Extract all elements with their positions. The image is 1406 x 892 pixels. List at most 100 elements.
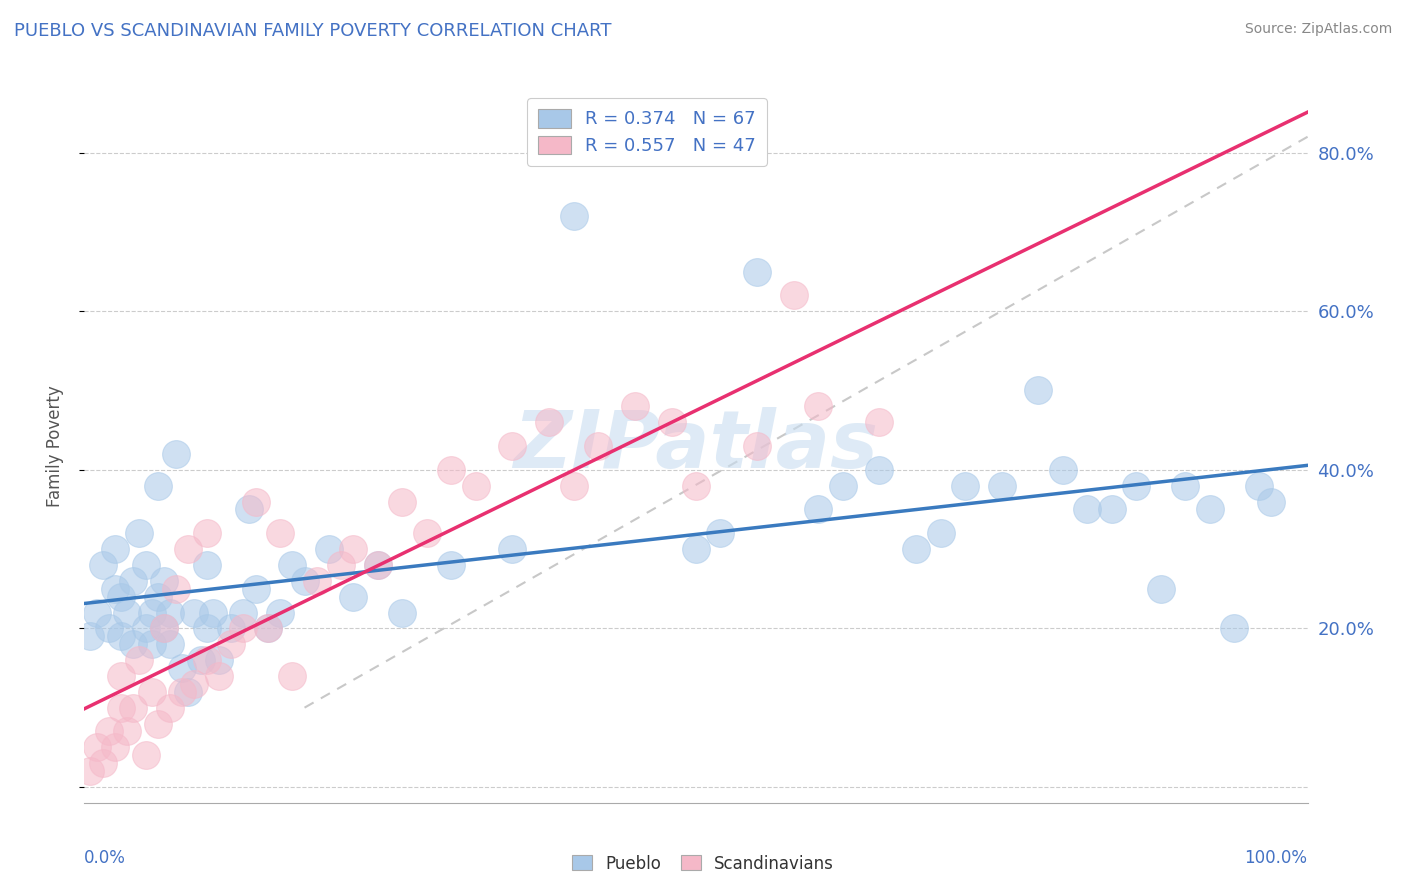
- Point: [195, 621, 218, 635]
- Point: [305, 574, 328, 588]
- Point: [172, 685, 194, 699]
- Point: [562, 478, 585, 492]
- Text: Source: ZipAtlas.com: Source: ZipAtlas.com: [1244, 22, 1392, 37]
- Point: [159, 700, 181, 714]
- Point: [195, 653, 218, 667]
- Point: [104, 542, 127, 557]
- Point: [183, 677, 205, 691]
- Point: [153, 621, 176, 635]
- Point: [929, 526, 952, 541]
- Point: [201, 606, 224, 620]
- Text: 0.0%: 0.0%: [84, 849, 127, 867]
- Point: [159, 606, 181, 620]
- Point: [219, 637, 242, 651]
- Point: [440, 463, 463, 477]
- Point: [257, 621, 280, 635]
- Point: [502, 439, 524, 453]
- Point: [502, 542, 524, 557]
- Point: [991, 478, 1014, 492]
- Text: PUEBLO VS SCANDINAVIAN FAMILY POVERTY CORRELATION CHART: PUEBLO VS SCANDINAVIAN FAMILY POVERTY CO…: [14, 22, 612, 40]
- Point: [232, 621, 254, 635]
- Point: [104, 582, 127, 596]
- Point: [208, 653, 231, 667]
- Point: [110, 629, 132, 643]
- Point: [195, 526, 218, 541]
- Point: [869, 415, 891, 429]
- Point: [86, 740, 108, 755]
- Point: [165, 447, 187, 461]
- Point: [86, 606, 108, 620]
- Point: [1125, 478, 1147, 492]
- Point: [257, 621, 280, 635]
- Point: [135, 558, 157, 572]
- Point: [464, 478, 486, 492]
- Point: [177, 685, 200, 699]
- Point: [783, 288, 806, 302]
- Point: [685, 542, 707, 557]
- Point: [97, 621, 120, 635]
- Point: [831, 478, 853, 492]
- Point: [245, 582, 267, 596]
- Point: [953, 478, 976, 492]
- Text: 100.0%: 100.0%: [1244, 849, 1308, 867]
- Point: [1028, 384, 1050, 398]
- Point: [153, 574, 176, 588]
- Point: [440, 558, 463, 572]
- Point: [538, 415, 561, 429]
- Point: [238, 502, 260, 516]
- Point: [153, 621, 176, 635]
- Point: [807, 400, 830, 414]
- Point: [318, 542, 340, 557]
- Point: [190, 653, 212, 667]
- Point: [104, 740, 127, 755]
- Point: [586, 439, 609, 453]
- Point: [685, 478, 707, 492]
- Point: [1247, 478, 1270, 492]
- Y-axis label: Family Poverty: Family Poverty: [45, 385, 63, 507]
- Point: [128, 653, 150, 667]
- Point: [110, 669, 132, 683]
- Point: [91, 756, 114, 771]
- Point: [91, 558, 114, 572]
- Point: [146, 716, 169, 731]
- Point: [281, 669, 304, 683]
- Point: [245, 494, 267, 508]
- Point: [342, 542, 364, 557]
- Point: [416, 526, 439, 541]
- Point: [115, 724, 138, 739]
- Point: [177, 542, 200, 557]
- Legend: Pueblo, Scandinavians: Pueblo, Scandinavians: [565, 848, 841, 880]
- Point: [122, 574, 145, 588]
- Point: [1076, 502, 1098, 516]
- Point: [294, 574, 316, 588]
- Point: [122, 637, 145, 651]
- Point: [232, 606, 254, 620]
- Point: [135, 621, 157, 635]
- Point: [146, 590, 169, 604]
- Point: [208, 669, 231, 683]
- Point: [141, 637, 163, 651]
- Point: [172, 661, 194, 675]
- Point: [367, 558, 389, 572]
- Point: [141, 606, 163, 620]
- Point: [807, 502, 830, 516]
- Point: [391, 494, 413, 508]
- Point: [219, 621, 242, 635]
- Point: [110, 590, 132, 604]
- Point: [1101, 502, 1123, 516]
- Point: [367, 558, 389, 572]
- Point: [79, 764, 101, 778]
- Point: [269, 606, 291, 620]
- Point: [269, 526, 291, 541]
- Point: [97, 724, 120, 739]
- Point: [330, 558, 353, 572]
- Point: [1052, 463, 1074, 477]
- Point: [709, 526, 731, 541]
- Point: [342, 590, 364, 604]
- Point: [1150, 582, 1173, 596]
- Text: ZIPatlas: ZIPatlas: [513, 407, 879, 485]
- Point: [624, 400, 647, 414]
- Point: [747, 264, 769, 278]
- Point: [159, 637, 181, 651]
- Point: [122, 700, 145, 714]
